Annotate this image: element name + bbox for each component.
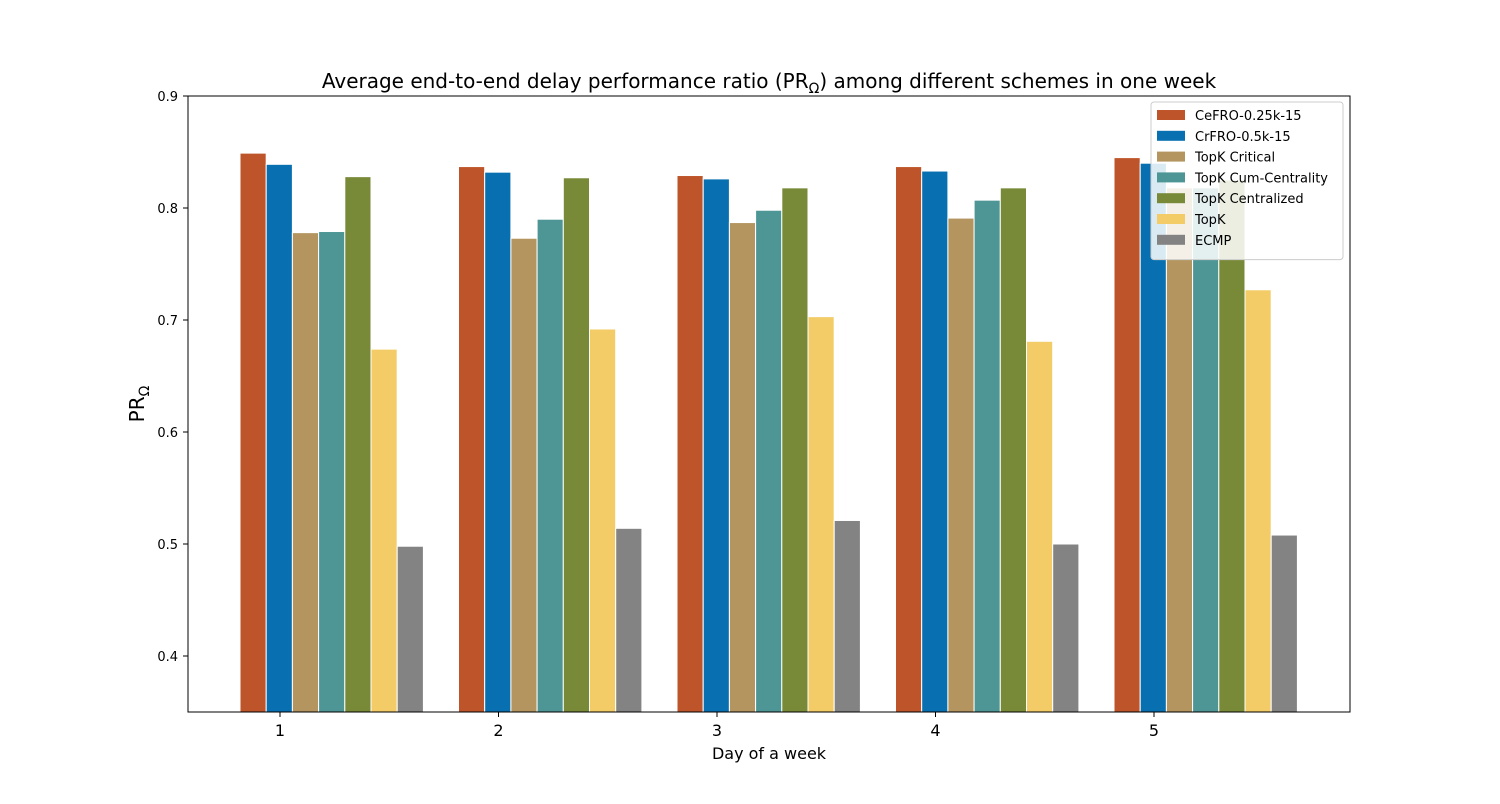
bar — [344, 176, 372, 713]
y-tick-label: 0.6 — [157, 426, 178, 441]
bar — [1192, 187, 1220, 713]
legend: CeFRO-0.25k-15 CrFRO-0.5k-15 TopK Critical… — [1150, 101, 1344, 261]
legend-swatch — [1157, 110, 1185, 120]
bar — [1165, 187, 1194, 713]
y-tick-label: 0.9 — [157, 90, 178, 105]
chart-title-tail: ) among different schemes in one week — [819, 69, 1216, 93]
legend-swatch — [1157, 172, 1185, 183]
y-axis-label-main: PR — [125, 396, 149, 422]
legend-item: TopK Critical — [1157, 151, 1275, 166]
legend-swatch — [1157, 234, 1185, 245]
y-axis-label: PRΩ — [125, 385, 153, 422]
bar — [833, 519, 861, 713]
legend-box — [1150, 101, 1344, 261]
bar-series — [396, 519, 1298, 713]
legend-item: CrFRO-0.5k-15 — [1157, 130, 1291, 145]
bar — [291, 232, 320, 713]
legend-item: TopK Cum-Centrality — [1157, 171, 1328, 186]
bar — [484, 171, 512, 713]
bar — [589, 328, 617, 713]
bar — [562, 177, 590, 713]
bar — [947, 217, 975, 713]
bar — [239, 152, 267, 713]
legend-swatch — [1157, 193, 1185, 204]
y-axis-label-subscript: Ω — [137, 385, 153, 396]
bar-series — [291, 187, 1194, 713]
bars-layer — [239, 152, 1298, 713]
x-tick-label: 1 — [275, 721, 285, 740]
bar — [728, 222, 757, 713]
y-ticks: 0.4 0.5 0.6 0.7 0.8 0.9 — [157, 90, 188, 665]
bar — [510, 237, 538, 713]
legend-item: CeFRO-0.25k-15 — [1157, 109, 1302, 124]
x-tick-label: 5 — [1149, 721, 1159, 740]
bar — [807, 316, 835, 713]
legend-swatch — [1157, 130, 1185, 141]
y-tick-label: 0.5 — [157, 538, 178, 553]
legend-item: TopK Centralized — [1157, 192, 1304, 207]
legend-label: TopK — [1194, 213, 1226, 228]
x-axis-label: Day of a week — [712, 744, 827, 763]
bar — [615, 527, 643, 713]
bar-series — [344, 176, 1246, 713]
bar — [973, 199, 1001, 713]
bar — [1244, 289, 1272, 713]
x-ticks: 1 2 3 4 5 — [275, 712, 1159, 740]
bar — [1218, 179, 1246, 713]
bar — [1052, 543, 1080, 713]
chart-title-main: Average end-to-end delay performance rat… — [322, 69, 809, 93]
legend-item: TopK — [1157, 213, 1226, 228]
bar — [1270, 534, 1298, 713]
bar — [702, 178, 730, 713]
legend-swatch — [1157, 214, 1185, 224]
x-tick-label: 2 — [493, 721, 503, 740]
bar — [755, 209, 783, 713]
y-tick-label: 0.7 — [157, 314, 178, 329]
x-tick-label: 3 — [712, 721, 722, 740]
legend-label: TopK Critical — [1194, 151, 1275, 166]
bar — [781, 187, 809, 713]
bar — [999, 187, 1027, 713]
bar — [265, 163, 293, 713]
bar — [458, 166, 486, 713]
y-tick-label: 0.8 — [157, 202, 178, 217]
bar — [318, 231, 346, 713]
legend-label: ECMP — [1195, 234, 1232, 249]
bar — [1026, 340, 1054, 713]
legend-label: CeFRO-0.25k-15 — [1195, 109, 1302, 124]
legend-label: TopK Centralized — [1194, 192, 1304, 207]
legend-item: ECMP — [1157, 234, 1232, 249]
bar — [921, 170, 949, 713]
x-tick-label: 4 — [930, 721, 940, 740]
plot-frame — [187, 95, 1351, 713]
legend-swatch — [1157, 151, 1185, 162]
bar — [1113, 157, 1141, 713]
bar — [396, 545, 424, 713]
legend-label: TopK Cum-Centrality — [1194, 171, 1328, 186]
y-tick-label: 0.4 — [157, 650, 178, 665]
legend-label: CrFRO-0.5k-15 — [1195, 130, 1291, 145]
chart-title-subscript: Ω — [809, 81, 820, 97]
bar — [536, 218, 564, 713]
bar-series — [265, 162, 1167, 713]
bar — [370, 348, 398, 713]
chart-title: Average end-to-end delay performance rat… — [322, 69, 1217, 97]
bar — [895, 166, 923, 713]
bar — [676, 175, 704, 713]
